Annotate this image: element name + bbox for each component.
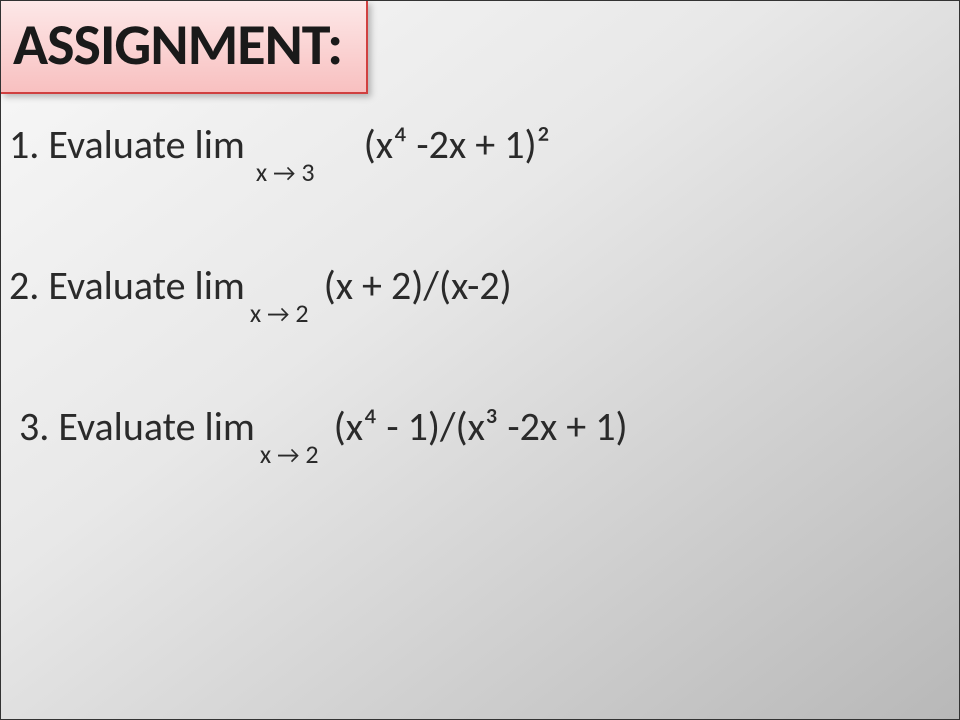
limit-subscript: x → 2 (250, 297, 309, 331)
problem-2: 2. Evaluate lim x → 2 (x + 2)/(x-2) (9, 260, 939, 317)
limit-subscript: x → 3 (256, 156, 315, 190)
expression: (x + 2)/(x-2) (324, 260, 512, 312)
problems-container: 1. Evaluate lim x → 3 (x⁴ -2x + 1)² 2. E… (9, 119, 939, 541)
title-box: ASSIGNMENT: (1, 1, 368, 94)
problem-prefix: Evaluate lim (48, 260, 244, 312)
problem-prefix: Evaluate lim (58, 401, 254, 453)
subscript-var: x (260, 438, 271, 470)
problem-3: 3. Evaluate lim x → 2 (x⁴ - 1)/(x³ -2x +… (19, 401, 939, 458)
slide: ASSIGNMENT: 1. Evaluate lim x → 3 (x⁴ -2… (0, 0, 960, 720)
problem-prefix: Evaluate lim (48, 119, 244, 171)
expression: (x⁴ -2x + 1)² (364, 119, 550, 171)
arrow-icon: → (273, 157, 295, 188)
subscript-target: 2 (305, 438, 318, 470)
subscript-var: x (256, 156, 267, 188)
arrow-icon: → (267, 298, 289, 329)
problem-number: 2. (9, 261, 39, 310)
expression: (x⁴ - 1)/(x³ -2x + 1) (334, 401, 628, 453)
subscript-var: x (250, 297, 261, 329)
problem-number: 1. (9, 120, 39, 169)
problem-1: 1. Evaluate lim x → 3 (x⁴ -2x + 1)² (9, 119, 939, 176)
problem-number: 3. (19, 402, 49, 451)
subscript-target: 2 (295, 297, 308, 329)
arrow-icon: → (277, 439, 299, 470)
subscript-target: 3 (301, 156, 314, 188)
limit-subscript: x → 2 (260, 438, 319, 472)
title-text: ASSIGNMENT: (13, 9, 342, 80)
